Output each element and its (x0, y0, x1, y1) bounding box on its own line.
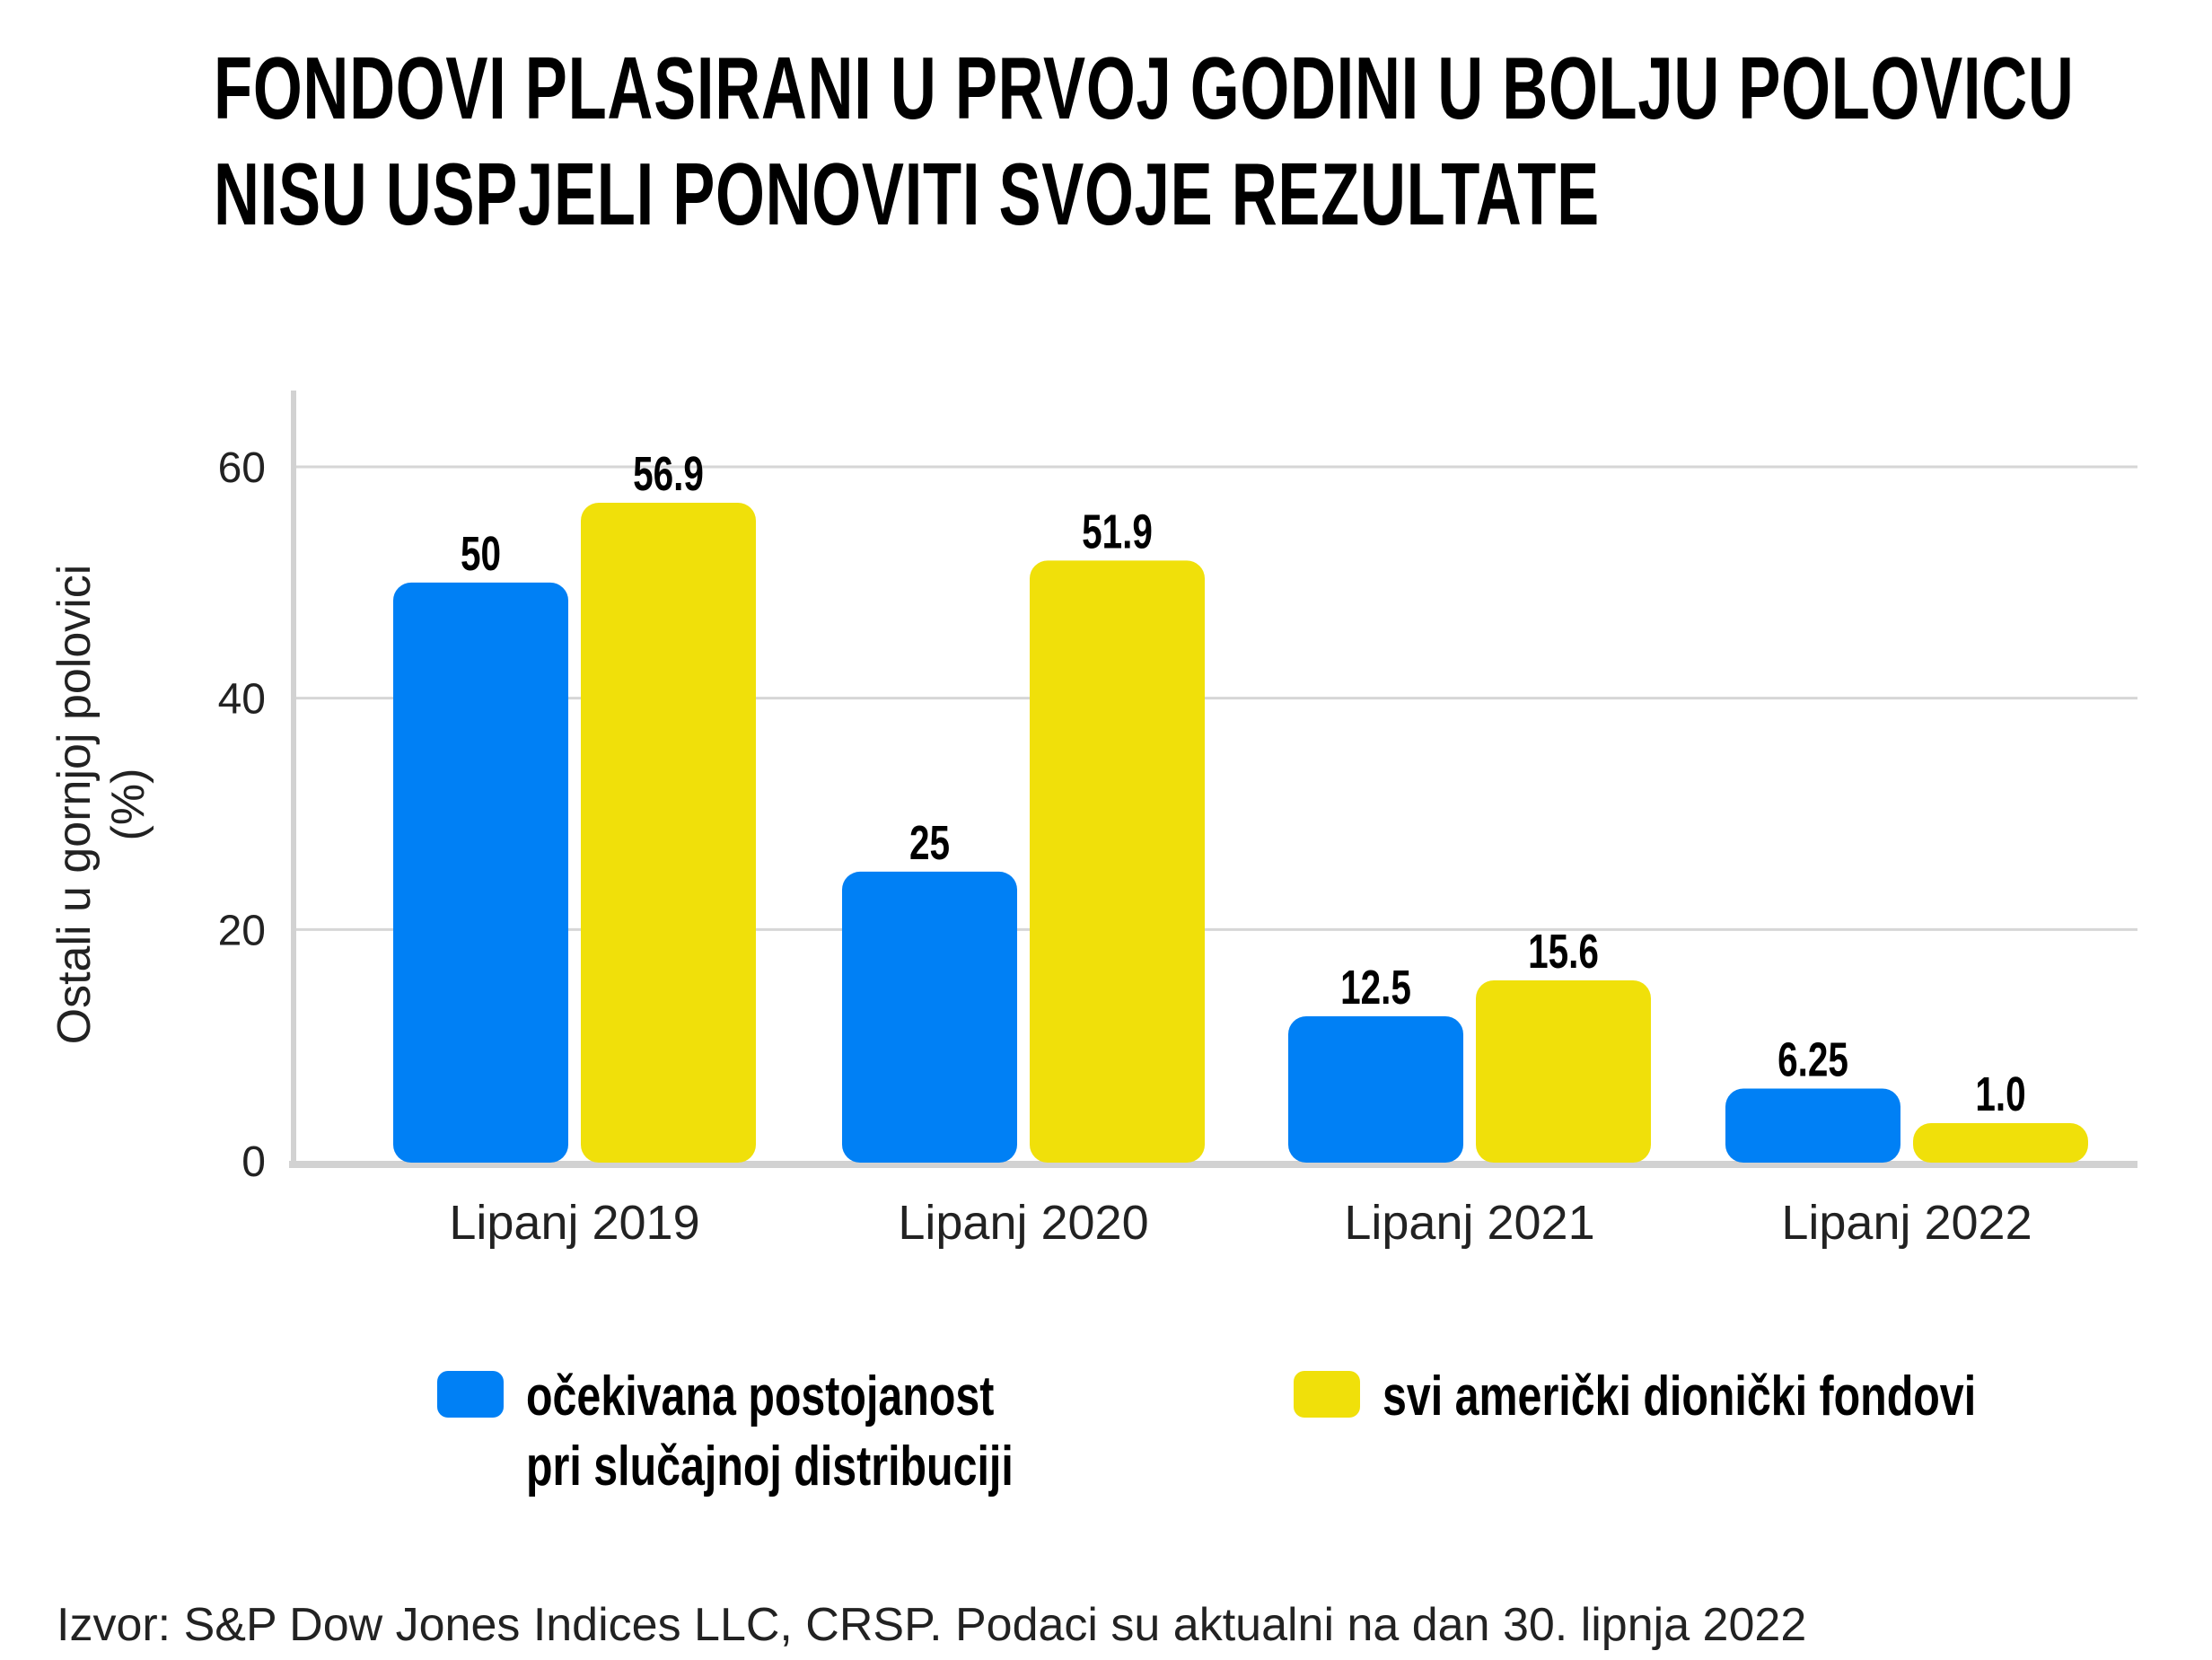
legend-label-yellow-line-1: svi američki dionički fondovi (1382, 1366, 1977, 1427)
y-tick-label: 20 (218, 907, 266, 954)
y-axis-label-line: (%) (102, 769, 154, 841)
y-tick-label: 60 (218, 444, 266, 492)
bar-1-0 (581, 502, 756, 1163)
x-tick-label: Lipanj 2021 (1344, 1196, 1594, 1250)
y-axis-label: Ostali u gornjoj polovici(%) (48, 565, 154, 1045)
data-label: 56.9 (633, 447, 704, 501)
bar-0-0 (393, 582, 568, 1163)
chart-title-line-2: NISU USPJELI PONOVITI SVOJE REZULTATE (214, 145, 1600, 243)
bar-1-3 (1913, 1123, 2088, 1163)
legend-label-blue-line-1: očekivana postojanost (526, 1366, 995, 1427)
x-tick-label: Lipanj 2020 (898, 1196, 1148, 1250)
legend-label-yellow: svi američki dionički fondovi (1382, 1362, 1976, 1432)
data-label: 6.25 (1778, 1033, 1848, 1087)
y-tick-label: 0 (241, 1138, 266, 1186)
data-label: 25 (909, 816, 950, 870)
legend-swatch-yellow (1294, 1371, 1360, 1418)
x-tick-label: Lipanj 2019 (449, 1196, 699, 1250)
data-label: 1.0 (1975, 1067, 2025, 1121)
data-label: 15.6 (1528, 926, 1599, 979)
bar-0-1 (842, 871, 1017, 1163)
y-tick-label: 40 (218, 676, 266, 724)
bar-0-2 (1288, 1015, 1463, 1163)
data-label: 50 (461, 527, 501, 581)
chart-title-line-1: FONDOVI PLASIRANI U PRVOJ GODINI U BOLJU… (214, 39, 2075, 137)
data-label: 12.5 (1340, 961, 1411, 1014)
bar-1-2 (1476, 980, 1651, 1163)
y-axis-label-line: Ostali u gornjoj polovici (48, 565, 101, 1045)
data-label: 51.9 (1082, 505, 1153, 559)
x-tick-label: Lipanj 2022 (1781, 1196, 2032, 1250)
bar-1-1 (1030, 560, 1205, 1163)
bar-0-3 (1725, 1088, 1900, 1163)
legend-label-blue: očekivana postojanost pri slučajnoj dist… (526, 1362, 1014, 1502)
legend-swatch-blue (437, 1371, 504, 1418)
legend-label-blue-line-2: pri slučajnoj distribuciji (526, 1436, 1014, 1498)
source-note: Izvor: S&P Dow Jones Indices LLC, CRSP. … (57, 1599, 1807, 1651)
